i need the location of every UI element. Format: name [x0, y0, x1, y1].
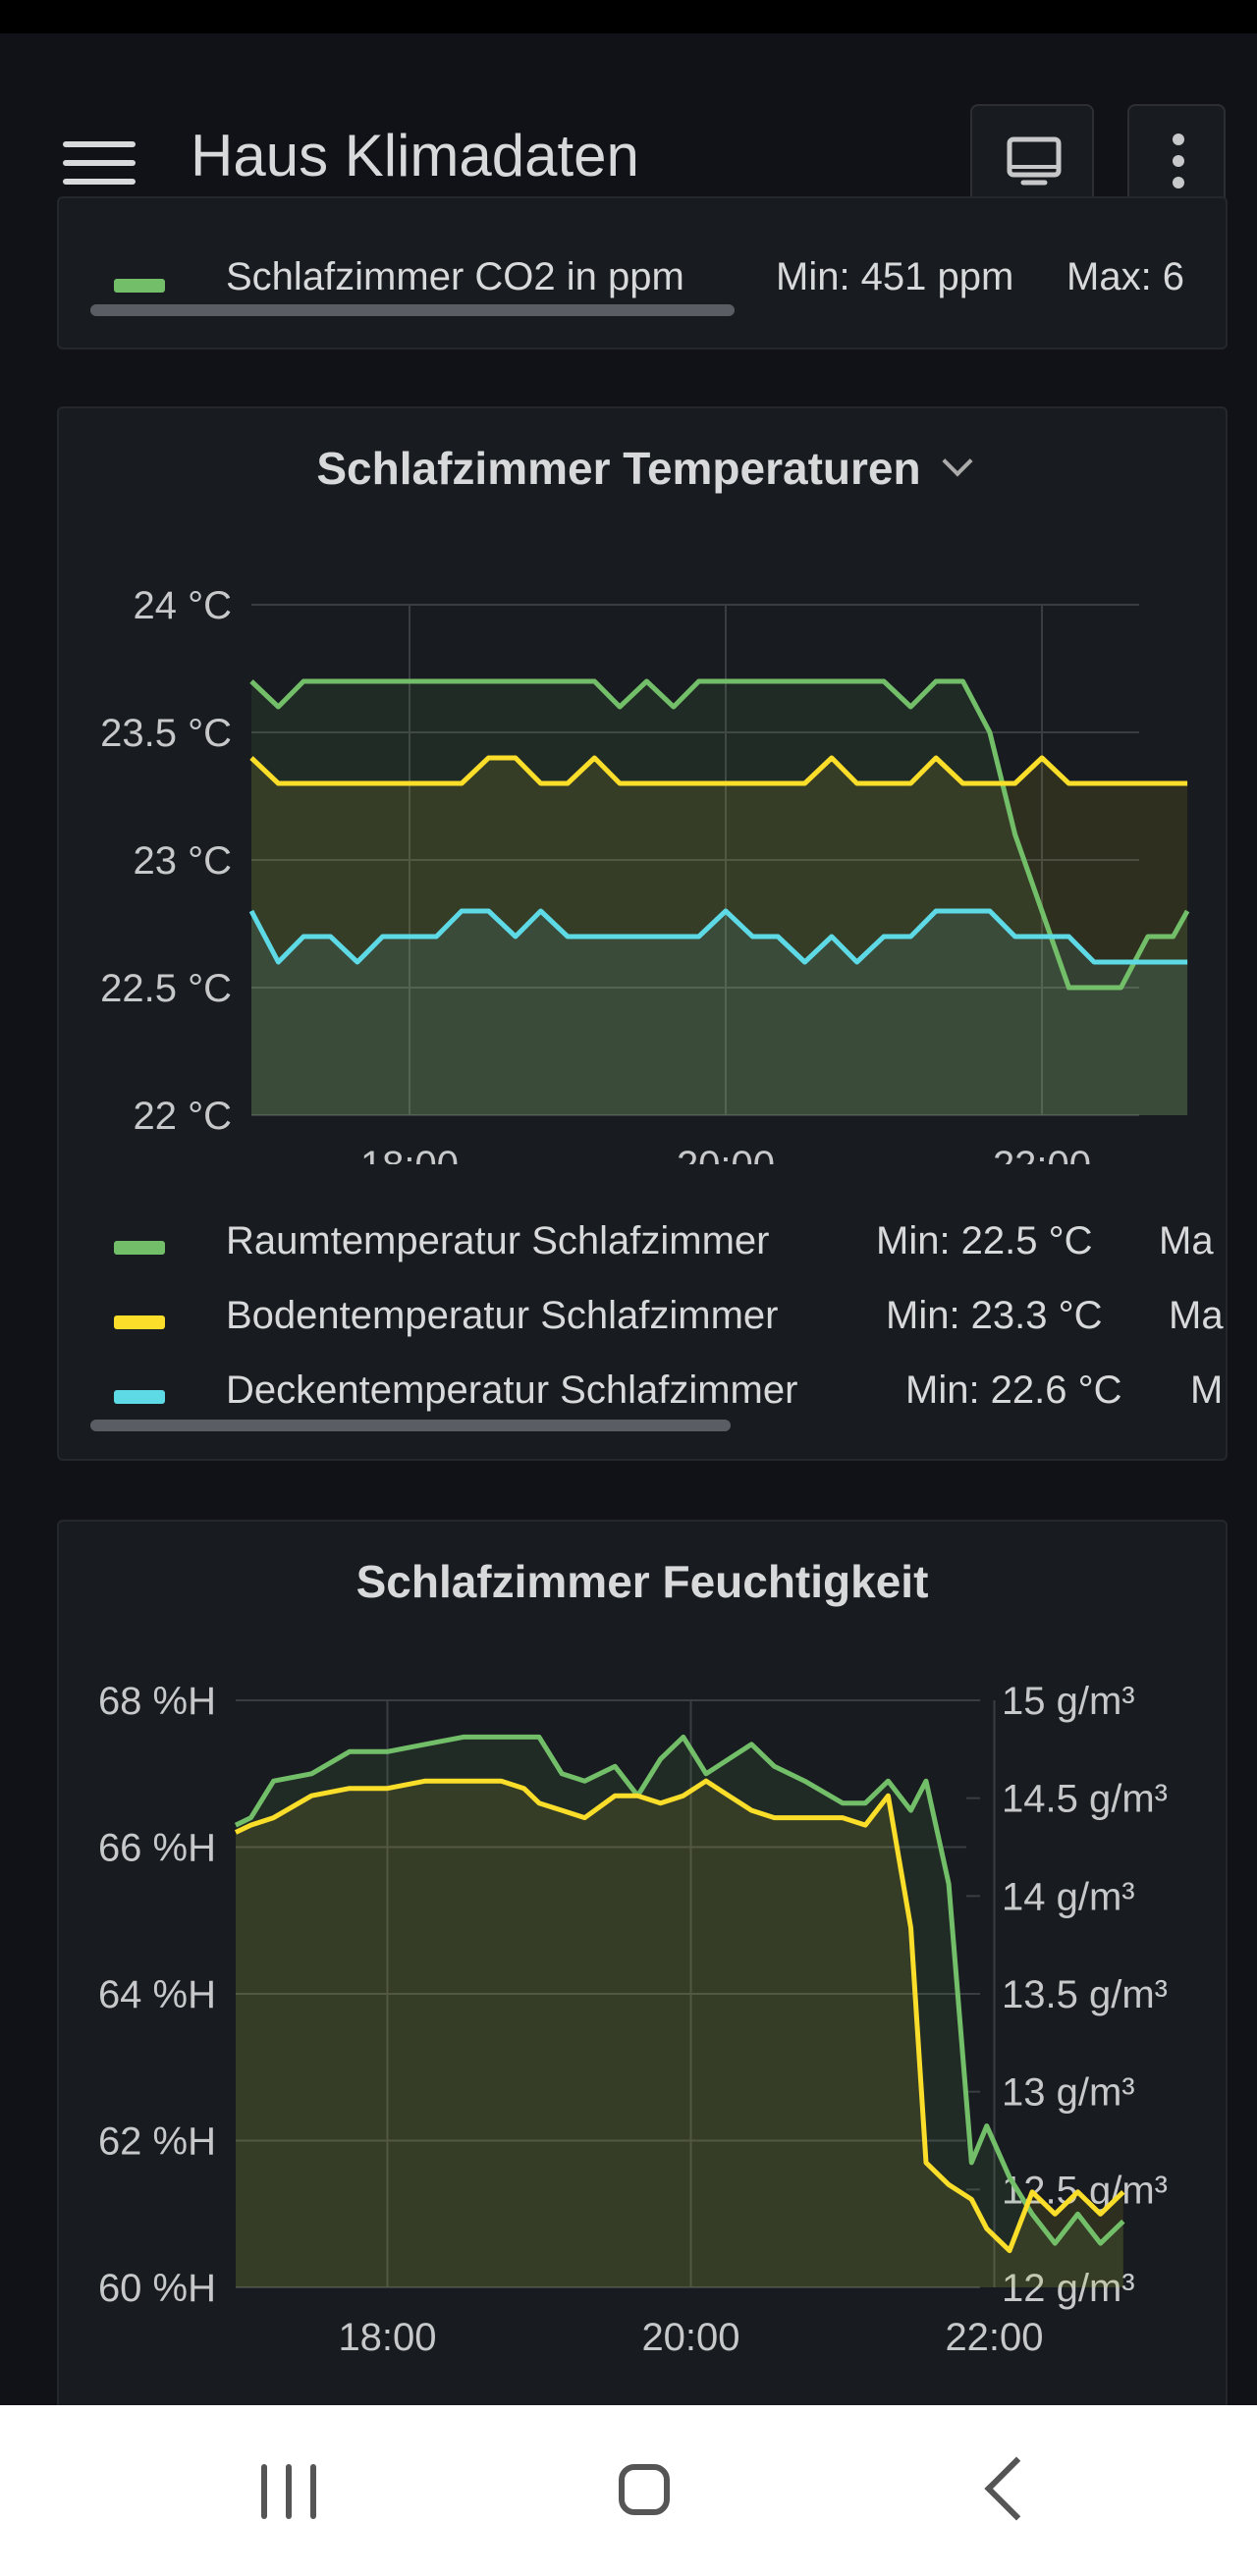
x-tick-label: 18:00: [338, 2316, 436, 2359]
humidity-chart[interactable]: 60 %H 62 %H 64 %H 66 %H 68 %H 18:00 20:00 22:00…: [59, 1649, 1228, 2462]
chevron-down-icon[interactable]: [942, 446, 973, 477]
x-tick-label: 20:00: [677, 1144, 775, 1164]
x-tick-label: 20:00: [641, 2316, 739, 2359]
legend-min: Min: 23.3 °C: [886, 1294, 1103, 1337]
legend-min: Min: 451 ppm: [776, 255, 1014, 298]
series-area: [251, 681, 1188, 1115]
legend-item[interactable]: Bodentemperatur Schlafzimmer Min: 23.3 °…: [59, 1294, 1226, 1353]
y-tick-label: 22 °C: [134, 1095, 233, 1138]
temperature-chart[interactable]: 22 °C 22.5 °C 23 °C 23.5 °C 24 °C 18:00 20:00 2…: [59, 536, 1228, 1164]
dashboard-title: Haus Klimadaten: [191, 123, 639, 188]
y-tick-label: 22.5 °C: [100, 967, 232, 1010]
legend-item[interactable]: Deckentemperatur Schlafzimmer Min: 22.6 …: [59, 1368, 1226, 1427]
y2-tick-label: 13 g/m³: [1002, 2071, 1135, 2115]
panel-title[interactable]: Schlafzimmer Temperaturen: [59, 442, 1226, 495]
legend-scrollbar[interactable]: [90, 1420, 731, 1431]
y-tick-label: 62 %H: [98, 2120, 216, 2164]
legend-min: Min: 22.5 °C: [876, 1219, 1093, 1262]
y2-tick-label: 14.5 g/m³: [1002, 1778, 1168, 1821]
y-tick-label: 66 %H: [98, 1827, 216, 1870]
series-line: [249, 755, 1188, 786]
y-tick-label: 64 %H: [98, 1973, 216, 2016]
menu-icon[interactable]: [63, 141, 136, 185]
series-area: [251, 911, 1188, 1115]
legend-series-name: Bodentemperatur Schlafzimmer: [226, 1294, 779, 1337]
legend-scrollbar[interactable]: [90, 304, 735, 316]
tv-mode-icon: [1007, 136, 1062, 186]
y-tick-label: 60 %H: [98, 2267, 216, 2310]
y2-tick-label: 12 g/m³: [1002, 2267, 1135, 2310]
top-bar: Haus Klimadaten: [0, 33, 1257, 226]
android-nav-bar: [0, 2405, 1257, 2576]
y-tick-label: 23 °C: [134, 839, 233, 883]
series-line: [234, 1734, 1125, 2246]
legend-max: M: [1190, 1368, 1224, 1412]
y-tick-label: 23.5 °C: [100, 712, 232, 755]
tv-mode-button[interactable]: [970, 104, 1094, 214]
x-tick-label: 22:00: [945, 2316, 1043, 2359]
panel-title-text: Schlafzimmer Temperaturen: [316, 443, 921, 494]
legend-series-name: Deckentemperatur Schlafzimmer: [226, 1368, 798, 1412]
series-line: [248, 908, 1188, 965]
more-button[interactable]: [1127, 104, 1226, 214]
legend-swatch: [114, 1390, 165, 1404]
legend-swatch: [114, 279, 165, 293]
series-area: [251, 758, 1188, 1115]
legend-max: Ma: [1159, 1219, 1214, 1262]
legend-max: Ma: [1169, 1294, 1224, 1337]
y2-tick-label: 15 g/m³: [1002, 1680, 1135, 1723]
status-bar: [0, 0, 1257, 33]
legend-swatch: [114, 1241, 165, 1255]
y-tick-label: 24 °C: [134, 584, 233, 627]
y2-tick-label: 13.5 g/m³: [1002, 1973, 1168, 2016]
co2-panel: Schlafzimmer CO2 in ppm Min: 451 ppm Max…: [57, 196, 1228, 349]
x-tick-label: 22:00: [993, 1144, 1091, 1164]
recent-apps-icon[interactable]: [257, 2464, 320, 2519]
y2-tick-label: 14 g/m³: [1002, 1875, 1135, 1918]
legend-max: Max: 6: [1066, 255, 1185, 298]
series-line: [234, 1778, 1125, 2254]
legend-item[interactable]: Raumtemperatur Schlafzimmer Min: 22.5 °C…: [59, 1219, 1226, 1278]
x-tick-label: 18:00: [360, 1144, 459, 1164]
temperature-panel: Schlafzimmer Temperaturen 22 °C 22.5 °C 23…: [57, 406, 1228, 1461]
legend-series-name: Raumtemperatur Schlafzimmer: [226, 1219, 770, 1262]
legend-item[interactable]: Schlafzimmer CO2 in ppm Min: 451 ppm Max…: [59, 255, 1226, 314]
legend-min: Min: 22.6 °C: [905, 1368, 1122, 1412]
series-line: [249, 678, 1190, 991]
more-vertical-icon: [1173, 134, 1184, 188]
home-icon[interactable]: [619, 2464, 670, 2515]
panel-title[interactable]: Schlafzimmer Feuchtigkeit: [355, 1556, 929, 1607]
legend-series-name: Schlafzimmer CO2 in ppm: [226, 255, 684, 298]
y-tick-label: 68 %H: [98, 1680, 216, 1723]
humidity-panel: Schlafzimmer Feuchtigkeit 60 %H 62 %H 64 %…: [57, 1520, 1228, 2462]
series-area: [236, 1781, 1123, 2287]
legend-swatch: [114, 1315, 165, 1329]
